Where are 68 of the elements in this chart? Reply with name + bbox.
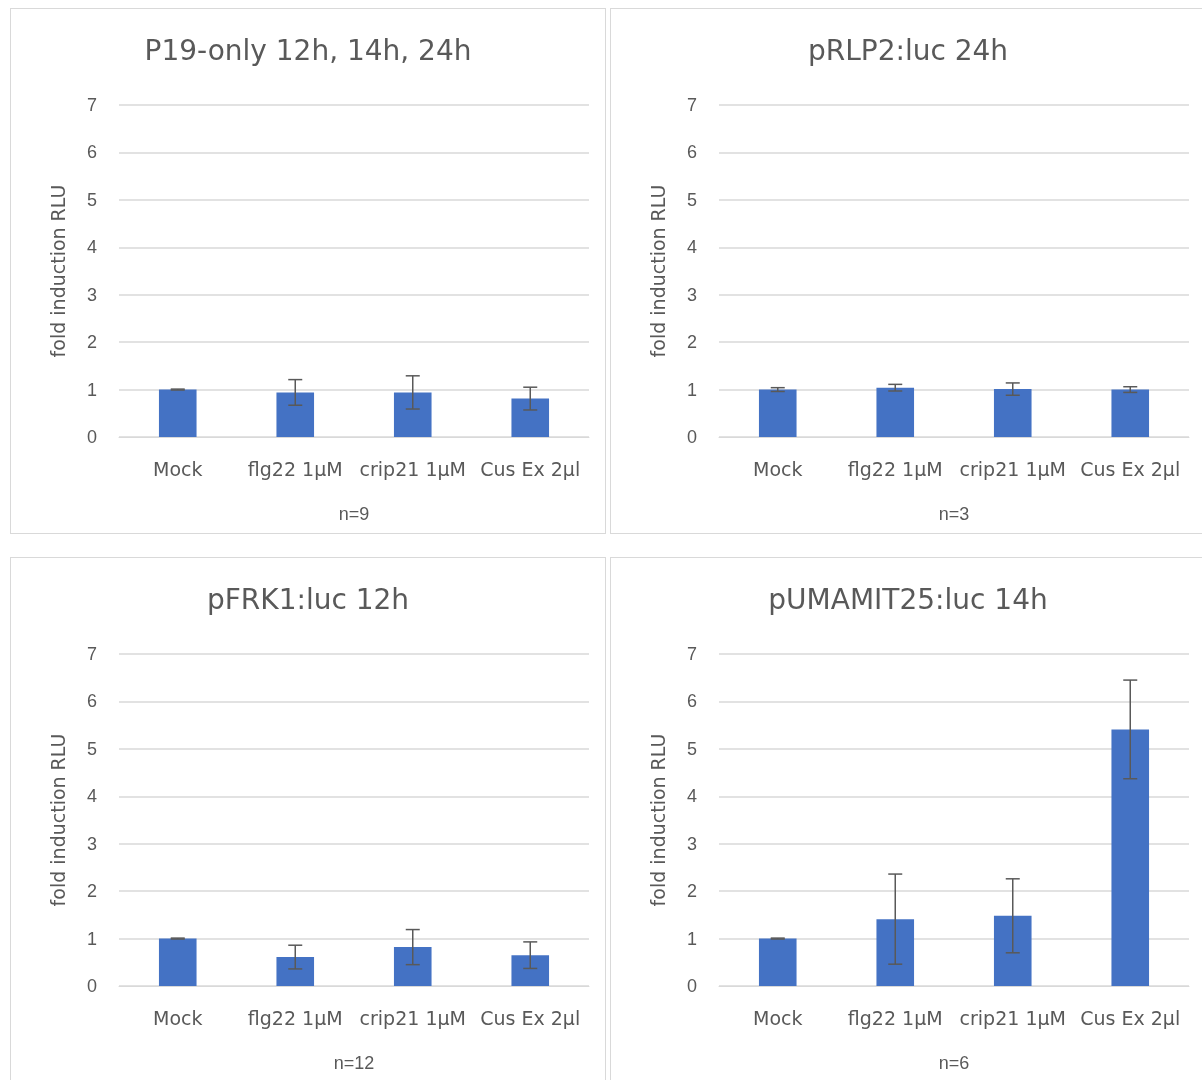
- y-tick-label: 3: [686, 833, 697, 854]
- y-tick-label: 4: [86, 237, 97, 258]
- y-tick-label: 5: [86, 189, 97, 210]
- y-tick-label: 3: [686, 284, 697, 305]
- x-tick-label: crip21 1µM: [959, 1006, 1066, 1029]
- y-tick-label: 4: [686, 786, 697, 807]
- x-tick-label: Cus Ex 2µl: [480, 457, 581, 480]
- x-tick-label: crip21 1µM: [359, 1006, 466, 1029]
- x-axis-title: n=9: [338, 504, 370, 524]
- y-tick-label: 7: [86, 644, 97, 664]
- y-tick-label: 6: [686, 691, 697, 712]
- chart-title: pFRK1:luc 12h: [206, 582, 410, 616]
- x-tick-label: flg22 1µM: [847, 457, 943, 480]
- y-tick-label: 6: [86, 142, 97, 163]
- x-axis-title: n=6: [938, 1053, 970, 1073]
- y-tick-label: 6: [86, 691, 97, 712]
- bar: [158, 389, 197, 437]
- bar: [758, 938, 797, 986]
- x-tick-label: flg22 1µM: [247, 1006, 343, 1029]
- x-tick-label: Cus Ex 2µl: [1080, 1006, 1181, 1029]
- x-tick-label: Mock: [753, 457, 803, 480]
- y-axis-title: fold induction RLU: [646, 733, 669, 907]
- y-tick-label: 5: [686, 189, 697, 210]
- bar: [511, 398, 550, 437]
- y-tick-label: 6: [686, 142, 697, 163]
- y-tick-label: 0: [86, 427, 97, 447]
- y-tick-label: 2: [86, 332, 97, 353]
- y-tick-label: 1: [86, 928, 97, 949]
- y-tick-label: 5: [86, 738, 97, 759]
- x-tick-label: crip21 1µM: [359, 457, 466, 480]
- y-tick-label: 2: [86, 881, 97, 902]
- chart-title: P19-only 12h, 14h, 24h: [144, 33, 472, 67]
- y-tick-label: 1: [86, 379, 97, 400]
- bar: [393, 392, 432, 437]
- y-tick-label: 0: [686, 976, 697, 996]
- y-tick-label: 7: [686, 644, 697, 664]
- bar: [993, 915, 1032, 986]
- x-tick-label: Cus Ex 2µl: [1080, 457, 1181, 480]
- bar: [1111, 729, 1150, 986]
- y-tick-label: 3: [86, 833, 97, 854]
- x-tick-label: Cus Ex 2µl: [480, 1006, 581, 1029]
- chart-title: pRLP2:luc 24h: [807, 33, 1009, 67]
- chart-title: pUMAMIT25:luc 14h: [768, 582, 1048, 616]
- y-tick-label: 2: [686, 881, 697, 902]
- y-tick-label: 1: [686, 928, 697, 949]
- x-tick-label: flg22 1µM: [847, 1006, 943, 1029]
- x-tick-label: flg22 1µM: [247, 457, 343, 480]
- x-tick-label: Mock: [153, 457, 203, 480]
- y-axis-title: fold induction RLU: [646, 184, 669, 358]
- y-tick-label: 4: [686, 237, 697, 258]
- y-tick-label: 7: [686, 95, 697, 115]
- y-tick-label: 5: [686, 738, 697, 759]
- y-tick-label: 0: [86, 976, 97, 996]
- x-axis-title: n=12: [333, 1053, 375, 1073]
- x-axis-title: n=3: [938, 504, 970, 524]
- y-tick-label: 2: [686, 332, 697, 353]
- y-tick-label: 1: [686, 379, 697, 400]
- x-tick-label: Mock: [153, 1006, 203, 1029]
- y-axis-title: fold induction RLU: [46, 184, 69, 358]
- y-tick-label: 4: [86, 786, 97, 807]
- x-tick-label: Mock: [753, 1006, 803, 1029]
- y-tick-label: 3: [86, 284, 97, 305]
- x-tick-label: crip21 1µM: [959, 457, 1066, 480]
- y-tick-label: 0: [686, 427, 697, 447]
- bar: [276, 392, 315, 437]
- y-axis-title: fold induction RLU: [46, 733, 69, 907]
- y-tick-label: 7: [86, 95, 97, 115]
- bar: [876, 919, 915, 986]
